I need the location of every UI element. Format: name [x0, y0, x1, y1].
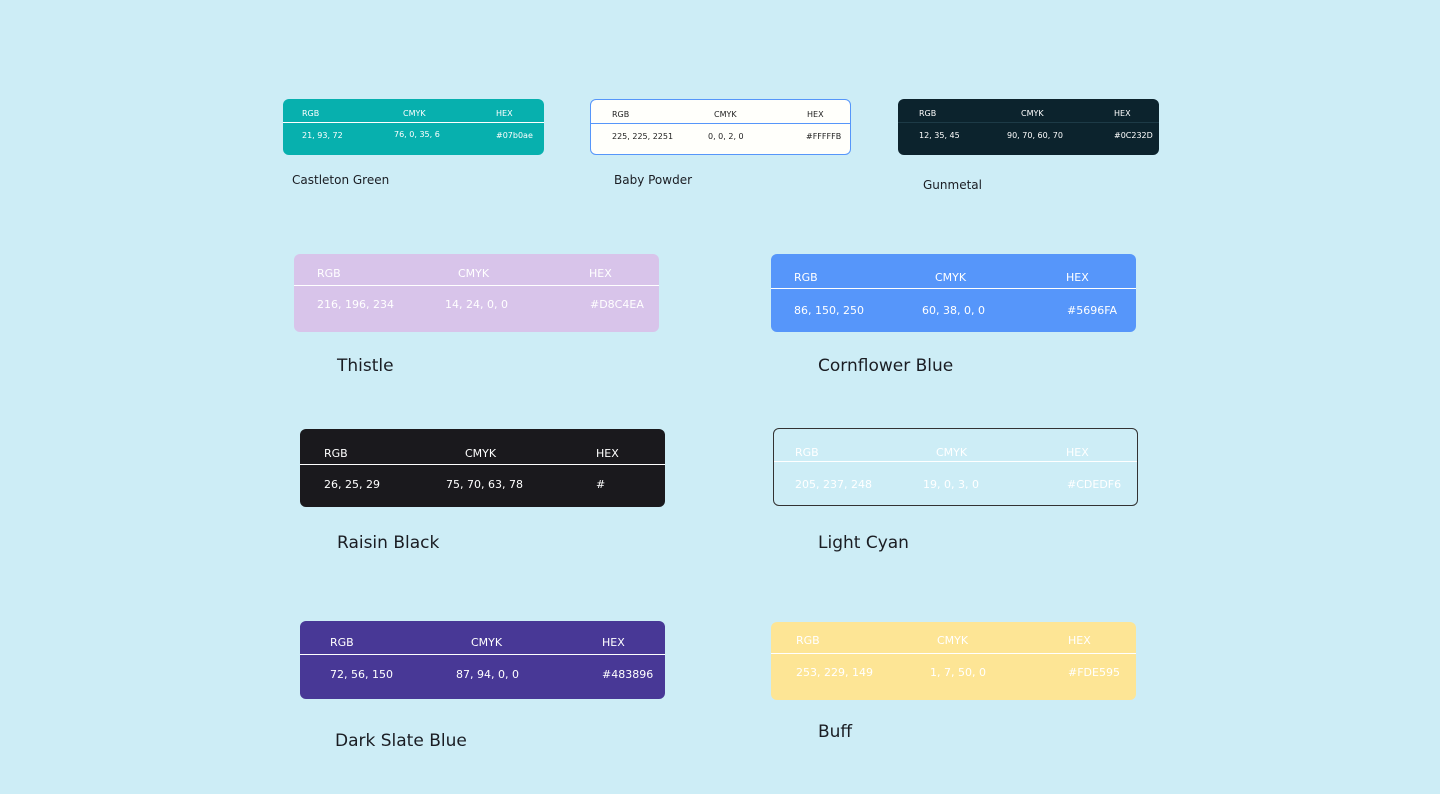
rgb-value: 86, 150, 250 [794, 304, 864, 317]
hex-label: HEX [496, 109, 513, 118]
divider [591, 123, 850, 124]
rgb-label: RGB [612, 110, 630, 119]
rgb-value: 12, 35, 45 [919, 131, 960, 140]
divider [771, 653, 1136, 654]
hex-value: # [596, 478, 606, 491]
cmyk-value: 0, 0, 2, 0 [708, 132, 744, 141]
rgb-label: RGB [796, 634, 820, 647]
swatch-card-cornflower-blue: RGB CMYK HEX 86, 150, 250 60, 38, 0, 0 #… [771, 254, 1136, 332]
hex-value: #5696FA [1067, 304, 1118, 317]
rgb-value: 72, 56, 150 [330, 668, 393, 681]
cmyk-value: 87, 94, 0, 0 [456, 668, 519, 681]
rgb-label: RGB [794, 271, 818, 284]
rgb-label: RGB [795, 446, 819, 459]
swatch-card-thistle: RGB CMYK HEX 216, 196, 234 14, 24, 0, 0 … [294, 254, 659, 332]
swatch-name-dark-slate-blue: Dark Slate Blue [335, 731, 467, 751]
swatch-name-buff: Buff [818, 722, 853, 742]
hex-value: #CDEDF6 [1067, 478, 1122, 491]
cmyk-label: CMYK [714, 110, 737, 119]
rgb-label: RGB [919, 109, 937, 118]
hex-label: HEX [1114, 109, 1131, 118]
divider [283, 122, 544, 123]
swatch-name-light-cyan: Light Cyan [818, 533, 909, 553]
swatch-name-castleton-green: Castleton Green [292, 173, 390, 187]
cmyk-value: 19, 0, 3, 0 [923, 478, 979, 491]
rgb-value: 253, 229, 149 [796, 666, 873, 679]
hex-value: #0C232D [1114, 131, 1153, 140]
hex-label: HEX [1066, 271, 1089, 284]
swatch-card-light-cyan: RGB CMYK HEX 205, 237, 248 19, 0, 3, 0 #… [773, 428, 1138, 506]
divider [300, 464, 665, 465]
cmyk-value: 1, 7, 50, 0 [930, 666, 986, 679]
cmyk-label: CMYK [458, 267, 490, 280]
hex-value: #483896 [602, 668, 654, 681]
rgb-value: 225, 225, 2251 [612, 132, 674, 141]
swatch-name-baby-powder: Baby Powder [614, 173, 693, 187]
cmyk-label: CMYK [403, 109, 426, 118]
rgb-value: 21, 93, 72 [302, 131, 343, 140]
cmyk-label: CMYK [471, 636, 503, 649]
rgb-value: 216, 196, 234 [317, 298, 394, 311]
cmyk-label: CMYK [935, 271, 967, 284]
rgb-label: RGB [302, 109, 320, 118]
rgb-label: RGB [330, 636, 354, 649]
hex-value: #FDE595 [1068, 666, 1120, 679]
swatch-name-raisin-black: Raisin Black [337, 533, 440, 553]
swatch-card-buff: RGB CMYK HEX 253, 229, 149 1, 7, 50, 0 #… [771, 622, 1136, 700]
swatch-card-raisin-black: RGB CMYK HEX 26, 25, 29 75, 70, 63, 78 # [300, 429, 665, 507]
rgb-value: 205, 237, 248 [795, 478, 872, 491]
divider [898, 122, 1159, 123]
cmyk-value: 75, 70, 63, 78 [446, 478, 523, 491]
cmyk-label: CMYK [936, 446, 968, 459]
hex-label: HEX [807, 110, 824, 119]
swatch-name-cornflower-blue: Cornflower Blue [818, 356, 954, 376]
cmyk-value: 60, 38, 0, 0 [922, 304, 985, 317]
divider [300, 654, 665, 655]
cmyk-value: 76, 0, 35, 6 [394, 130, 440, 139]
swatch-card-castleton-green: RGB CMYK HEX 21, 93, 72 76, 0, 35, 6 #07… [283, 99, 544, 155]
cmyk-value: 14, 24, 0, 0 [445, 298, 508, 311]
hex-label: HEX [589, 267, 612, 280]
hex-label: HEX [1066, 446, 1089, 459]
rgb-value: 26, 25, 29 [324, 478, 380, 491]
hex-value: #D8C4EA [590, 298, 644, 311]
rgb-label: RGB [324, 447, 348, 460]
swatch-name-gunmetal: Gunmetal [923, 178, 982, 192]
swatch-card-gunmetal: RGB CMYK HEX 12, 35, 45 90, 70, 60, 70 #… [898, 99, 1159, 155]
cmyk-label: CMYK [465, 447, 497, 460]
rgb-label: RGB [317, 267, 341, 280]
swatch-name-thistle: Thistle [337, 356, 394, 376]
hex-value: #07b0ae [496, 131, 533, 140]
hex-value: #FFFFFB [806, 132, 842, 141]
hex-label: HEX [602, 636, 625, 649]
cmyk-value: 90, 70, 60, 70 [1007, 131, 1063, 140]
cmyk-label: CMYK [937, 634, 969, 647]
divider [774, 461, 1137, 462]
hex-label: HEX [1068, 634, 1091, 647]
divider [294, 285, 659, 286]
hex-label: HEX [596, 447, 619, 460]
swatch-card-baby-powder: RGB CMYK HEX 225, 225, 2251 0, 0, 2, 0 #… [590, 99, 851, 155]
cmyk-label: CMYK [1021, 109, 1044, 118]
swatch-card-dark-slate-blue: RGB CMYK HEX 72, 56, 150 87, 94, 0, 0 #4… [300, 621, 665, 699]
divider [771, 288, 1136, 289]
